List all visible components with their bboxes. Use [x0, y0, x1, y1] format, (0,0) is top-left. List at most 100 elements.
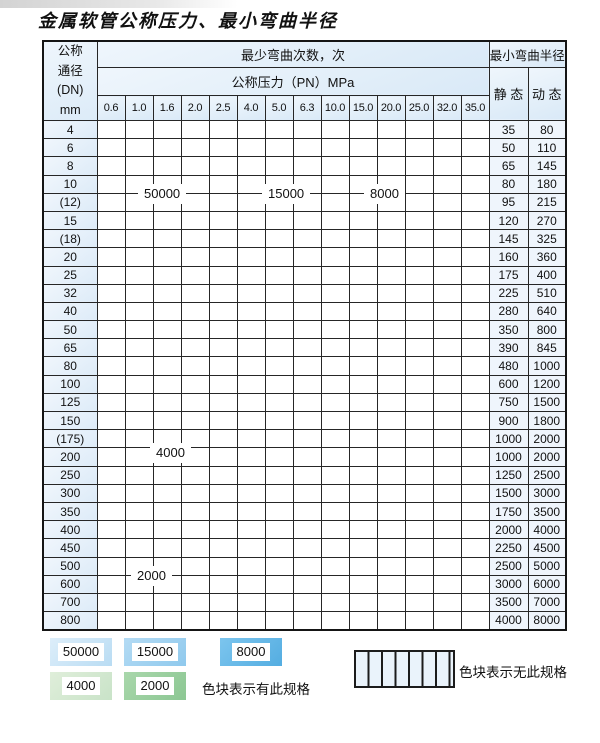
legend-swatch-2000: 2000 — [124, 672, 186, 700]
grid-cell-2000 — [96, 556, 126, 576]
static-radius-cell: 4000 — [488, 611, 529, 631]
static-radius-cell: 350 — [488, 320, 529, 340]
grid-cell-15000 — [264, 210, 294, 231]
grid-cell-2000 — [124, 520, 154, 540]
dynamic-radius-cell: 4500 — [527, 538, 567, 558]
grid-cell-50000 — [96, 119, 126, 140]
grid-cell-8000 — [348, 138, 378, 158]
grid-cell-50000 — [124, 119, 154, 140]
grid-cell-8000 — [320, 301, 350, 322]
dn-corner-line: 通径 — [57, 63, 83, 78]
grid-cell-no-spec — [404, 338, 434, 358]
dn-cell: 200 — [42, 447, 98, 467]
grid-cell-no-spec — [404, 283, 434, 303]
grid-cell-2000 — [180, 556, 210, 576]
grid-cell-no-spec — [292, 392, 322, 413]
grid-cell-8000 — [404, 119, 434, 140]
grid-cell-50000 — [180, 247, 210, 267]
grid-cell-4000 — [236, 392, 266, 413]
grid-cell-no-spec — [320, 556, 350, 576]
grid-cell-no-spec — [320, 429, 350, 449]
grid-cell-no-spec — [348, 320, 378, 340]
grid-cell-no-spec — [348, 501, 378, 522]
grid-cell-50000 — [152, 356, 182, 376]
grid-cell-no-spec — [404, 574, 434, 594]
grid-cell-no-spec — [236, 574, 266, 594]
static-radius-cell: 2250 — [488, 538, 529, 558]
grid-cell-15000 — [236, 283, 266, 303]
legend-note-present: 色块表示有此规格 — [202, 682, 310, 697]
grid-cell-no-spec — [432, 320, 462, 340]
grid-cell-no-spec — [432, 210, 462, 231]
grid-cell-no-spec — [376, 483, 406, 503]
grid-cell-no-spec — [432, 574, 462, 594]
table-row: 300 1500 3000 — [42, 483, 567, 503]
grid-cell-no-spec — [432, 301, 462, 322]
pressure-col-header: 2.5 — [208, 95, 238, 121]
static-radius-cell: 65 — [488, 156, 529, 176]
pressure-col-header: 1.0 — [124, 95, 154, 121]
static-radius-cell: 1750 — [488, 501, 529, 522]
header-row-1: 公称 通径 (DN) mm 最少弯曲次数，次 最小弯曲半径 — [42, 40, 567, 121]
grid-cell-2000 — [124, 501, 154, 522]
grid-cell-50000 — [208, 192, 238, 212]
dn-corner-line: mm — [59, 102, 81, 117]
grid-cell-15000 — [264, 229, 294, 249]
dn-cell: 15 — [42, 210, 98, 231]
grid-cell-15000 — [264, 301, 294, 322]
grid-cell-50000 — [180, 283, 210, 303]
grid-cell-no-spec — [236, 611, 266, 631]
grid-cell-15000 — [320, 192, 350, 212]
grid-cell-no-spec — [376, 447, 406, 467]
grid-cell-no-spec — [348, 447, 378, 467]
dn-corner-cell: 公称 通径 (DN) mm — [42, 40, 98, 121]
dn-cell: 80 — [42, 356, 98, 376]
grid-cell-4000 — [96, 429, 126, 449]
grid-cell-4000 — [152, 465, 182, 485]
legend-hatch-sample-box — [354, 650, 455, 688]
grid-cell-no-spec — [376, 574, 406, 594]
dynamic-radius-cell: 180 — [527, 174, 567, 194]
grid-cell-no-spec — [460, 356, 490, 376]
grid-cell-no-spec — [404, 556, 434, 576]
grid-cell-15000 — [320, 138, 350, 158]
table-row: 25 175 400 — [42, 265, 567, 285]
dn-cell: 4 — [42, 119, 98, 140]
grid-cell-50000 — [208, 320, 238, 340]
grid-cell-no-spec — [320, 338, 350, 358]
grid-cell-8000 — [292, 338, 322, 358]
grid-cell-8000 — [292, 301, 322, 322]
pressure-col-header: 6.3 — [292, 95, 322, 121]
grid-cell-50000 — [208, 229, 238, 249]
dn-cell: 65 — [42, 338, 98, 358]
grid-cell-4000 — [236, 410, 266, 431]
grid-cell-no-spec — [432, 483, 462, 503]
grid-cell-no-spec — [432, 501, 462, 522]
grid-cell-50000 — [152, 156, 182, 176]
dn-cell: 50 — [42, 320, 98, 340]
grid-cell-no-spec — [404, 429, 434, 449]
table-row: 20 160 360 — [42, 247, 567, 267]
grid-cell-50000 — [96, 174, 126, 194]
grid-cell-no-spec — [320, 410, 350, 431]
dynamic-radius-cell: 145 — [527, 156, 567, 176]
grid-cell-no-spec — [460, 611, 490, 631]
grid-cell-no-spec — [404, 538, 434, 558]
grid-cell-no-spec — [376, 538, 406, 558]
grid-cell-no-spec — [404, 465, 434, 485]
dn-cell: 500 — [42, 556, 98, 576]
static-radius-cell: 3500 — [488, 592, 529, 613]
grid-cell-2000 — [96, 538, 126, 558]
grid-cell-50000 — [208, 138, 238, 158]
grid-cell-no-spec — [348, 356, 378, 376]
grid-cell-8000 — [264, 356, 294, 376]
spec-table-wrap: 公称 通径 (DN) mm 最少弯曲次数，次 最小弯曲半径 公称压力（PN）MPa 静… — [42, 40, 567, 631]
static-radius-cell: 900 — [488, 410, 529, 431]
grid-cell-no-spec — [460, 247, 490, 267]
grid-cell-15000 — [292, 210, 322, 231]
grid-cell-no-spec — [348, 392, 378, 413]
grid-cell-no-spec — [292, 520, 322, 540]
grid-cell-15000 — [236, 119, 266, 140]
pressure-col-header: 10.0 — [320, 95, 350, 121]
zone-label-2000: 2000 — [131, 566, 172, 586]
